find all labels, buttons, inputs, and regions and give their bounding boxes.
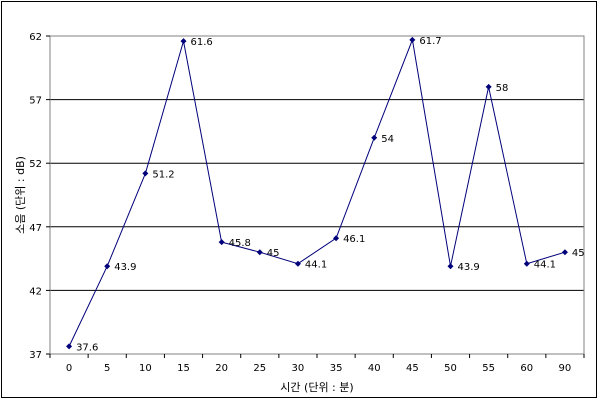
data-labels: 37.6 43.9 51.2 61.6 45.8 45 44.1 46.1 54 61.7 43.9… <box>76 36 585 354</box>
data-point <box>66 343 73 350</box>
data-label: 61.7 <box>419 36 441 47</box>
y-tick-label: 57 <box>29 96 42 107</box>
data-label: 61.6 <box>191 37 213 48</box>
data-point <box>485 83 492 90</box>
data-label: 44.1 <box>305 260 327 271</box>
data-label: 45 <box>267 248 280 259</box>
data-label: 58 <box>496 83 509 94</box>
data-point <box>447 263 454 270</box>
x-tick-label: 45 <box>406 363 419 374</box>
data-label: 43.9 <box>458 262 480 273</box>
y-axis-ticks: 37 42 47 52 57 62 <box>29 32 50 361</box>
data-label: 44.1 <box>534 260 556 271</box>
x-tick-label: 55 <box>482 363 495 374</box>
y-tick-label: 42 <box>29 286 42 297</box>
x-tick-label: 15 <box>177 363 190 374</box>
x-axis-ticks: 0 5 10 15 20 25 30 35 40 45 50 55 60 90 <box>49 354 585 374</box>
x-tick-label: 10 <box>139 363 152 374</box>
x-tick-label: 90 <box>559 363 572 374</box>
y-tick-label: 37 <box>29 350 42 361</box>
x-axis-title: 시간 (단위 : 분) <box>280 381 353 394</box>
data-point <box>294 260 301 267</box>
data-point <box>409 36 416 43</box>
x-tick-label: 30 <box>292 363 305 374</box>
data-label: 46.1 <box>343 234 365 245</box>
x-tick-label: 5 <box>104 363 110 374</box>
x-tick-label: 50 <box>444 363 457 374</box>
data-point <box>104 263 111 270</box>
y-tick-label: 52 <box>29 159 42 170</box>
y-tick-label: 62 <box>29 32 42 43</box>
x-tick-label: 25 <box>253 363 266 374</box>
data-label: 51.2 <box>152 169 174 180</box>
data-point <box>218 239 225 246</box>
y-axis-title: 소음 (단위 : dB) <box>14 156 27 234</box>
data-point <box>256 249 263 256</box>
x-tick-label: 40 <box>368 363 381 374</box>
x-tick-label: 35 <box>330 363 343 374</box>
y-tick-label: 47 <box>29 223 42 234</box>
data-points <box>66 36 568 350</box>
series-line <box>68 37 566 347</box>
data-point <box>523 260 530 267</box>
data-point <box>333 235 340 242</box>
data-point <box>180 38 187 45</box>
data-point <box>371 134 378 141</box>
x-tick-label: 20 <box>215 363 228 374</box>
data-label: 43.9 <box>114 262 136 273</box>
data-label: 37.6 <box>76 342 98 353</box>
x-tick-label: 0 <box>66 363 72 374</box>
data-point <box>561 249 568 256</box>
data-label: 45.8 <box>229 238 251 249</box>
x-tick-label: 60 <box>520 363 533 374</box>
data-label: 54 <box>381 134 394 145</box>
data-point <box>142 170 149 177</box>
data-label: 45 <box>572 248 585 259</box>
